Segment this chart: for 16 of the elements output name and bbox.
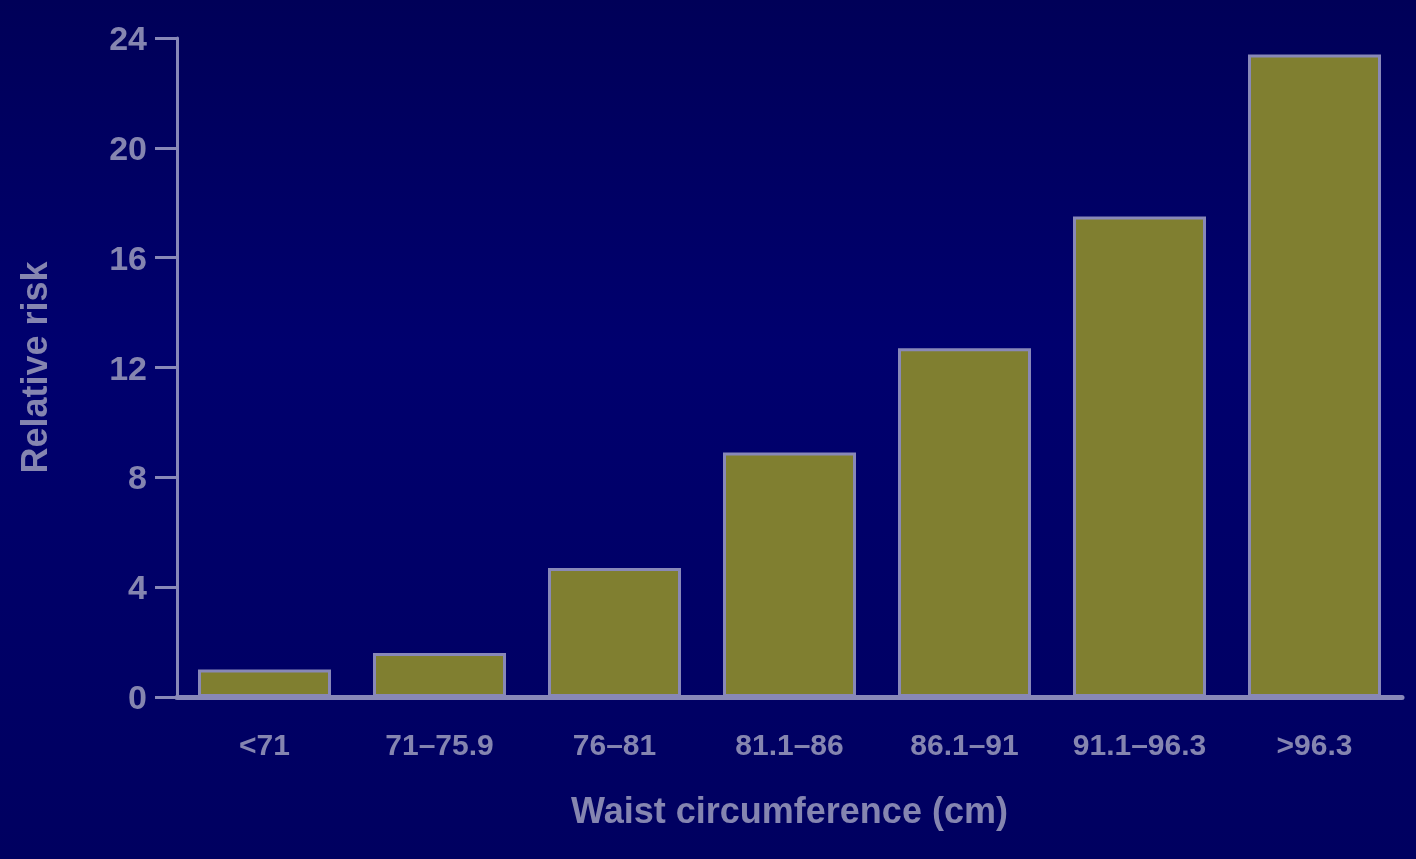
y-tick-label: 4: [128, 568, 148, 607]
y-tick-label: 0: [128, 678, 147, 716]
x-tick-label: 81.1–86: [735, 727, 844, 761]
y-tick-label: 20: [109, 128, 147, 167]
y-tick-label: 12: [109, 348, 147, 387]
x-tick-label: >96.3: [1276, 727, 1353, 761]
x-tick-label: <71: [239, 727, 290, 761]
x-axis-title: Waist circumference (cm): [571, 789, 1008, 831]
y-tick-label: 24: [109, 19, 148, 57]
x-tick-label: 86.1–91: [910, 727, 1019, 761]
x-tick-label: 91.1–96.3: [1072, 727, 1207, 761]
x-tick-label: 71–75.9: [385, 727, 494, 761]
y-tick-label: 16: [109, 238, 147, 277]
y-axis-title: Relative risk: [13, 260, 55, 474]
x-tick-label: 76–81: [572, 727, 657, 761]
y-tick-label: 8: [128, 458, 147, 497]
